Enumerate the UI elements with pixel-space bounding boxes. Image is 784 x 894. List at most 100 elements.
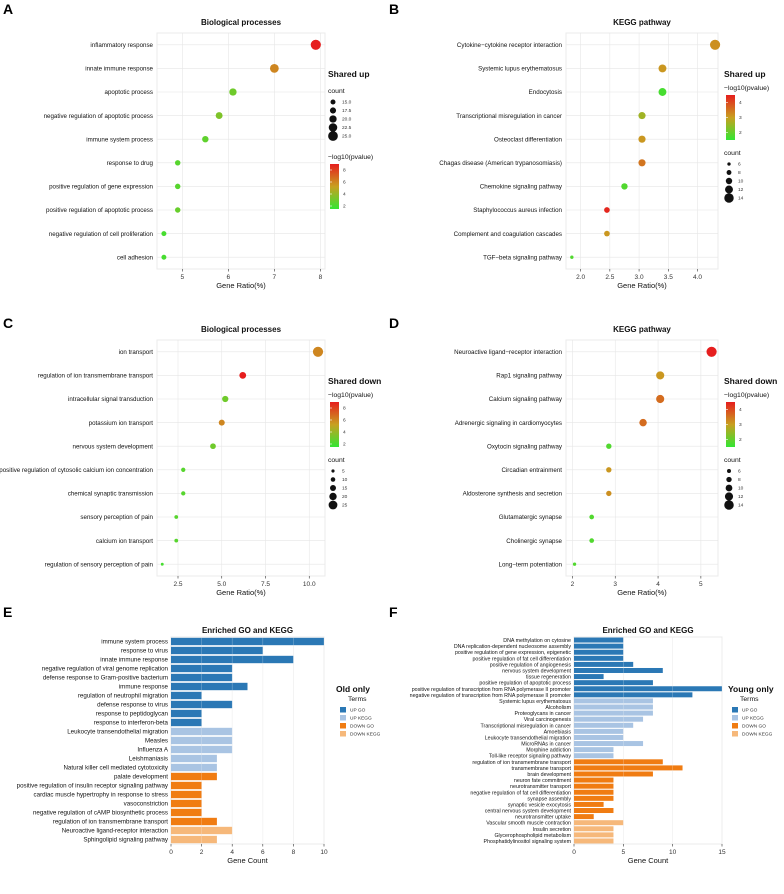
term-label: synapse assembly [527,796,571,802]
data-point [161,254,167,260]
data-point [638,135,646,143]
legend-title: Shared down [328,376,381,386]
term-label: neuron fate commitment [514,778,572,784]
bar [574,704,653,710]
bar [574,734,624,740]
data-point [160,562,164,566]
color-legend-label: 3 [739,115,742,121]
data-point [174,183,181,190]
x-tick-label: 7.5 [261,581,270,588]
term-label: response to virus [121,648,168,655]
term-label: Amoebiasis [544,729,572,735]
bar [574,789,614,795]
x-axis-label: Gene Ratio(%) [617,281,667,290]
term-label: Glutamatergic synapse [499,514,563,521]
term-label: sensory perception of pain [80,514,153,521]
x-tick-label: 5 [699,581,703,588]
term-label: positive regulation of apoptotic process [46,207,153,214]
bar [574,674,604,680]
size-legend-dot [726,170,732,175]
legend-title: Shared up [724,69,766,79]
data-point [638,159,646,167]
x-tick-label: 5.0 [217,581,226,588]
x-axis-label: Gene Count [227,856,268,865]
term-label: positive regulation of gene expression [49,184,153,191]
term-label: palate development [114,774,168,781]
data-point [239,371,247,379]
legend-title: Shared up [328,69,370,79]
x-tick-label: 5 [181,274,185,281]
legend-swatch [340,723,346,729]
legend-title: Shared down [724,376,777,386]
legend-title: Young only [728,684,774,694]
color-legend-label: 4 [739,407,742,413]
bar [574,801,604,807]
bar [574,649,624,655]
barchart-e: Enriched GO and KEGG 0 2 4 6 8 10 Gene Count imm… [17,626,381,865]
bar [171,781,202,790]
term-label: Calcium signaling pathway [489,396,563,403]
term-label: Leukocyte transendothelial migration [67,729,168,736]
term-label: Natural killer cell mediated cytotoxicit… [63,765,168,772]
bar [171,817,217,826]
term-label: Neuroactive ligand−receptor interaction [454,349,562,356]
term-label: innate immune response [100,657,168,664]
term-label: positive regulation of apoptotic process [479,681,571,687]
size-legend-label: 20 [342,494,348,500]
plots-layer: Biological processes 5 6 7 8 Gene Ratio(%) inf… [0,18,777,865]
x-tick-label: 10.0 [303,581,316,588]
color-legend-title: −log10(pvalue) [328,392,373,399]
bar [171,763,217,772]
term-label: Endocytosis [529,89,562,96]
size-legend-dot [330,477,336,482]
term-label: tissue regeneration [526,675,571,681]
bar [574,753,614,759]
size-legend-dot [330,485,336,491]
data-point [606,443,612,449]
term-label: Toll-like receptor signaling pathway [489,754,571,760]
data-point [658,88,667,96]
size-legend-label: 14 [738,196,744,202]
panel-letter-e: E [3,604,12,620]
term-label: DNA methylation on cytosine [503,638,571,644]
bar [171,673,233,682]
bar [574,765,683,771]
data-point [181,467,186,472]
size-legend-dot [724,500,734,510]
x-tick-label: 3.5 [664,274,673,281]
bar [574,814,594,820]
x-tick-label: 3.0 [635,274,644,281]
color-legend-bar [726,402,735,447]
term-label: negative regulation of viral genome repl… [42,666,169,673]
data-point [229,88,237,96]
x-tick-label: 0 [169,849,173,856]
size-legend-label: 25 [342,503,348,509]
size-legend-label: 10 [738,179,744,185]
chart-title: KEGG pathway [613,325,671,334]
size-legend-dot [328,131,338,141]
data-point [658,64,667,73]
chart-title: Biological processes [201,325,282,334]
size-legend-dot [328,500,338,510]
chart-title: Enriched GO and KEGG [602,626,693,635]
bar [574,795,614,801]
term-label: Proteoglycans in cancer [514,711,571,717]
bar [574,680,653,686]
size-legend-label: 8 [738,477,741,483]
term-label: Oxytocin signaling pathway [487,443,563,450]
term-label: defense response to Gram-positive bacter… [43,675,168,682]
term-label: cardiac muscle hypertrophy in response t… [34,792,168,799]
x-axis-label: Gene Ratio(%) [216,588,266,597]
dotplot-b: KEGG pathway 2.0 2.5 3.0 3.5 4.0 Gene Ratio(%)… [439,18,769,290]
bar [574,661,634,667]
data-point [604,230,610,237]
legend-label: DOWN GO [350,724,374,730]
bar [574,832,614,838]
term-label: cell adhesion [117,254,154,261]
x-axis-label: Gene Ratio(%) [617,588,667,597]
x-tick-label: 4 [230,849,234,856]
size-legend-title: count [328,88,345,95]
bar [171,808,202,817]
bar [171,754,217,763]
size-legend-label: 10 [342,477,348,483]
